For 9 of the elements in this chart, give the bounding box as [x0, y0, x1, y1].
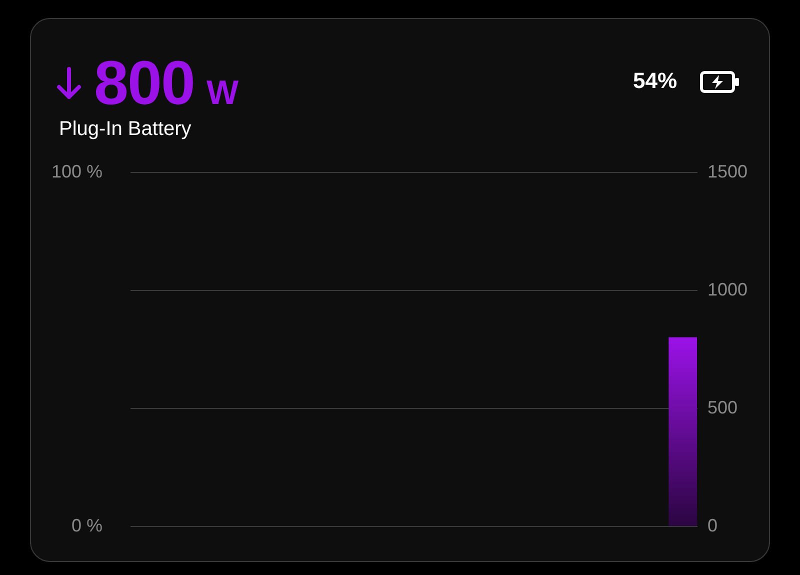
y2-tick-label: 500 — [708, 398, 738, 418]
y-tick-label: 100 % — [51, 162, 102, 182]
y2-tick-label: 0 — [708, 516, 718, 536]
chart-subtitle: Plug-In Battery — [59, 118, 192, 141]
y2-tick-label: 1500 — [708, 162, 748, 182]
y2-tick-label: 1000 — [708, 280, 748, 300]
text: 54% — [633, 68, 678, 94]
chart-title: 800 W — [94, 48, 239, 119]
y-tick-label: 0 % — [71, 516, 102, 536]
